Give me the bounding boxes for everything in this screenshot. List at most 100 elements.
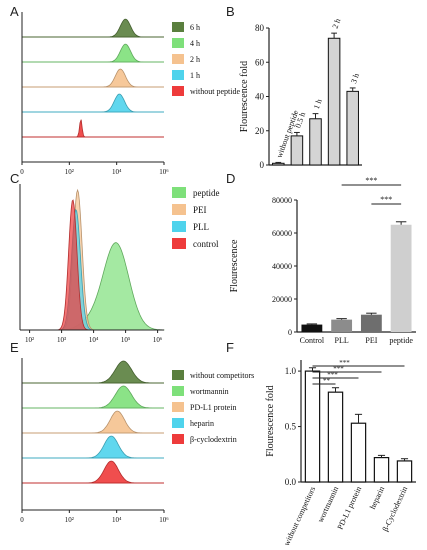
y-tick-label: 0.5 — [285, 422, 297, 432]
panel-C-chart: 10² 10³ 10⁴ 10⁵ 10⁶ peptide PEI PLL control — [19, 184, 220, 344]
bar-1 — [272, 162, 285, 166]
category-label-4: peptide — [389, 336, 413, 345]
y-tick-label: 0.0 — [285, 477, 297, 487]
legend-swatch-5 — [172, 434, 184, 444]
significance-label-2: *** — [380, 195, 392, 204]
legend-swatch-2 — [172, 204, 186, 215]
panel-label-B: B — [226, 4, 235, 19]
legend-label-3: PD-L1 protein — [190, 403, 236, 412]
legend-swatch-4 — [172, 418, 184, 428]
legend-label-4: heparin — [190, 419, 214, 428]
y-tick-label: 40000 — [272, 262, 292, 271]
legend-label-4: 1 h — [190, 71, 200, 80]
bar-1 — [304, 370, 321, 483]
category-label-2: wortmannin — [316, 485, 341, 524]
x-tick-label: 10⁶ — [159, 168, 169, 176]
histogram-5 — [22, 119, 164, 138]
category-label-4: 2 h — [331, 17, 343, 29]
y-tick-label: 0 — [260, 160, 265, 170]
y-tick-label: 20 — [255, 126, 265, 136]
significance-label-4: *** — [339, 359, 350, 367]
legend-swatch-3 — [172, 54, 184, 64]
y-tick-label: 20000 — [272, 295, 292, 304]
bar-4 — [390, 224, 412, 332]
histogram-4 — [22, 435, 164, 459]
histogram-3 — [22, 410, 164, 434]
significance-label-1: *** — [365, 176, 377, 185]
x-tick-label: 0 — [20, 168, 24, 176]
significance-label-3: *** — [333, 365, 344, 373]
bar-1 — [301, 324, 323, 332]
x-tick-label: 10⁵ — [121, 336, 131, 344]
y-tick-label: 1.0 — [285, 366, 297, 376]
bar-4 — [327, 37, 341, 166]
histogram-2 — [22, 385, 164, 409]
y-tick-label: 40 — [255, 92, 265, 102]
y-axis-label: Flourescence — [229, 239, 240, 292]
bar-3 — [350, 422, 367, 483]
bar-2 — [327, 391, 344, 483]
category-label-4: heparin — [368, 485, 386, 511]
category-label-5: β-Cyclodextrin — [381, 485, 410, 533]
category-label-1: Control — [300, 336, 325, 345]
y-tick-label: 60000 — [272, 229, 292, 238]
y-tick-label: 80000 — [272, 196, 292, 205]
category-label-3: PEI — [365, 336, 377, 345]
x-tick-label: 10² — [25, 336, 34, 344]
histogram-3 — [22, 68, 164, 88]
y-tick-label: 60 — [255, 57, 265, 67]
panel-A-chart: 0 10² 10⁴ 10⁶ 6 h 4 h 2 h 1 h without peptide — [20, 12, 240, 176]
y-axis-label: Flourescence fold — [239, 61, 250, 132]
legend-swatch-2 — [172, 386, 184, 396]
x-tick-label: 10² — [65, 516, 74, 524]
panel-E-chart: 0 10² 10⁴ 10⁶ without competitors wortmannin P… — [20, 358, 254, 524]
y-axis-label: Flourescence fold — [265, 385, 276, 456]
x-tick-label: 10⁶ — [153, 336, 163, 344]
bar-5 — [346, 90, 359, 166]
legend-swatch-2 — [172, 38, 184, 48]
bar-3 — [309, 118, 322, 166]
x-tick-label: 10² — [65, 168, 74, 176]
x-tick-label: 10⁴ — [89, 336, 99, 344]
legend-label-5: β-cyclodextrin — [190, 435, 237, 444]
histogram-5 — [22, 460, 164, 484]
histogram-1 — [22, 18, 164, 38]
panel-label-D: D — [226, 171, 235, 186]
bar-4 — [373, 457, 390, 483]
bar-3 — [360, 314, 382, 332]
legend-label-1: without competitors — [190, 371, 254, 380]
histogram-4 — [22, 93, 164, 113]
legend-label-2: PEI — [193, 205, 207, 215]
legend-swatch-3 — [172, 402, 184, 412]
x-tick-label: 10⁴ — [112, 516, 122, 524]
y-tick-label: 0 — [288, 328, 292, 337]
histogram-1 — [20, 242, 165, 331]
histogram-2 — [22, 43, 164, 63]
legend-label-3: 2 h — [190, 55, 200, 64]
legend-label-1: peptide — [193, 188, 220, 198]
legend-swatch-4 — [172, 70, 184, 80]
panel-label-C: C — [10, 171, 19, 186]
legend-swatch-1 — [172, 187, 186, 198]
legend-swatch-3 — [172, 221, 186, 232]
x-tick-label: 10⁶ — [159, 516, 169, 524]
x-tick-label: 0 — [20, 516, 24, 524]
x-tick-label: 10³ — [57, 336, 66, 344]
significance-label-1: ** — [323, 377, 331, 385]
x-tick-label: 10⁴ — [112, 168, 122, 176]
legend-label-2: 4 h — [190, 39, 200, 48]
category-label-1: without competitors — [282, 485, 317, 547]
category-label-3: PD-L1 protein — [336, 485, 364, 531]
significance-label-2: *** — [327, 371, 338, 379]
category-label-2: PLL — [335, 336, 349, 345]
legend-label-1: 6 h — [190, 23, 200, 32]
panel-label-A: A — [10, 4, 19, 19]
category-label-5: 3 h — [349, 72, 361, 84]
bar-5 — [396, 460, 413, 483]
legend-swatch-4 — [172, 238, 186, 249]
legend-label-5: without peptide — [190, 87, 240, 96]
bar-2 — [331, 319, 353, 332]
panel-label-E: E — [10, 340, 19, 355]
